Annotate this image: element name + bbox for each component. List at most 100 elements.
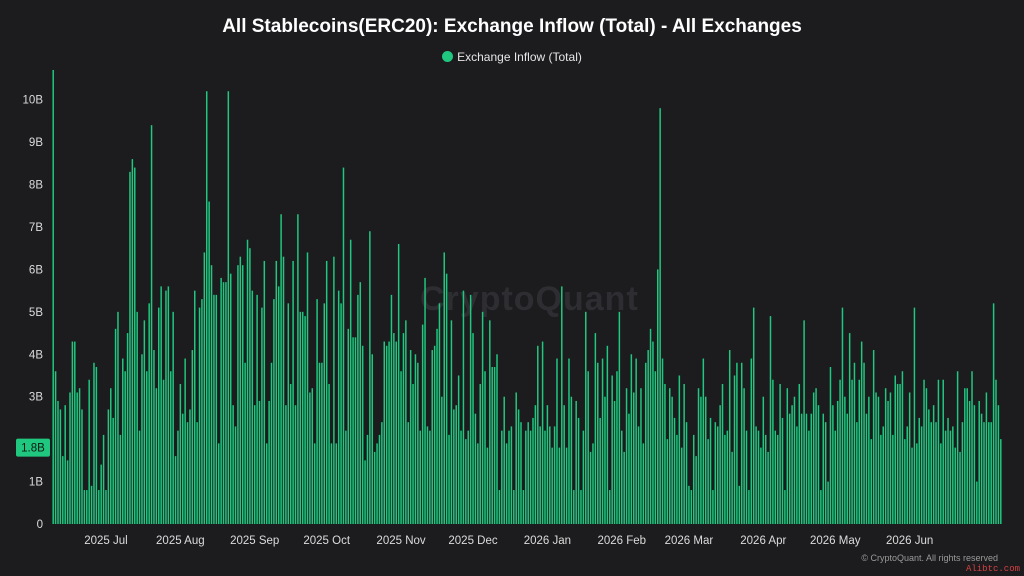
bar[interactable]	[527, 422, 529, 524]
bar[interactable]	[556, 358, 558, 524]
bar[interactable]	[680, 447, 683, 524]
bar[interactable]	[820, 490, 822, 524]
bar[interactable]	[467, 430, 469, 524]
bar[interactable]	[829, 367, 832, 524]
bar[interactable]	[182, 413, 184, 524]
bar[interactable]	[952, 426, 954, 524]
bar[interactable]	[532, 417, 534, 524]
bar[interactable]	[170, 371, 172, 524]
bar[interactable]	[918, 417, 920, 524]
bar[interactable]	[441, 396, 443, 524]
bar[interactable]	[522, 490, 525, 524]
bar[interactable]	[126, 333, 129, 524]
bar[interactable]	[205, 91, 208, 525]
bar[interactable]	[654, 371, 657, 524]
bar[interactable]	[323, 303, 326, 524]
bar[interactable]	[561, 286, 563, 524]
bar[interactable]	[148, 303, 150, 524]
bar[interactable]	[534, 405, 537, 524]
bar[interactable]	[971, 371, 973, 524]
bar[interactable]	[851, 379, 853, 524]
bar[interactable]	[812, 392, 815, 524]
bar[interactable]	[637, 426, 640, 524]
bar[interactable]	[100, 464, 102, 524]
bar[interactable]	[949, 430, 952, 524]
bar[interactable]	[268, 400, 270, 524]
bar[interactable]	[601, 358, 604, 524]
bar[interactable]	[453, 409, 455, 524]
bar[interactable]	[841, 307, 844, 524]
bar[interactable]	[594, 333, 597, 524]
bar[interactable]	[685, 422, 688, 524]
bar[interactable]	[827, 481, 829, 524]
bar[interactable]	[369, 231, 371, 525]
bar[interactable]	[186, 422, 189, 524]
bar[interactable]	[961, 422, 964, 524]
bar[interactable]	[316, 299, 318, 524]
bar[interactable]	[301, 311, 304, 524]
bar[interactable]	[822, 413, 825, 524]
bar[interactable]	[429, 430, 431, 524]
bar[interactable]	[774, 430, 777, 524]
bar[interactable]	[198, 307, 201, 524]
bar[interactable]	[671, 396, 673, 524]
bar[interactable]	[832, 405, 834, 524]
bar[interactable]	[848, 333, 851, 524]
bar[interactable]	[736, 362, 738, 524]
bar[interactable]	[465, 439, 467, 524]
bar[interactable]	[964, 388, 966, 524]
bar[interactable]	[419, 430, 421, 524]
bar[interactable]	[71, 341, 74, 524]
bar[interactable]	[64, 405, 66, 524]
bar[interactable]	[563, 405, 565, 524]
bar[interactable]	[361, 345, 364, 524]
bar[interactable]	[102, 434, 105, 524]
bar[interactable]	[402, 333, 405, 524]
bar[interactable]	[345, 430, 347, 524]
bar[interactable]	[376, 443, 378, 524]
bar[interactable]	[676, 434, 678, 524]
bar[interactable]	[371, 354, 374, 524]
bar[interactable]	[796, 426, 798, 524]
bar[interactable]	[239, 256, 242, 524]
bar[interactable]	[745, 430, 748, 524]
bar[interactable]	[944, 430, 947, 524]
bar[interactable]	[122, 358, 124, 524]
bar[interactable]	[707, 439, 709, 524]
bar[interactable]	[124, 371, 126, 524]
bar[interactable]	[740, 362, 743, 524]
bar[interactable]	[724, 434, 726, 524]
bar[interactable]	[409, 350, 412, 524]
bar[interactable]	[366, 434, 369, 524]
bar[interactable]	[431, 350, 433, 524]
bar[interactable]	[313, 443, 316, 524]
bar[interactable]	[956, 371, 959, 524]
bar[interactable]	[872, 350, 875, 524]
bar[interactable]	[479, 383, 481, 524]
bar[interactable]	[517, 409, 520, 524]
bar[interactable]	[462, 290, 465, 524]
bar[interactable]	[666, 439, 669, 524]
bar[interactable]	[241, 265, 244, 524]
bar[interactable]	[443, 252, 445, 524]
bar[interactable]	[896, 383, 899, 524]
bar[interactable]	[692, 434, 695, 524]
bar[interactable]	[652, 341, 654, 524]
bar[interactable]	[585, 311, 587, 524]
bar[interactable]	[575, 400, 577, 524]
bar[interactable]	[134, 167, 136, 524]
bar[interactable]	[138, 430, 141, 524]
bar[interactable]	[609, 490, 611, 524]
bar[interactable]	[143, 320, 146, 524]
bar[interactable]	[508, 430, 510, 524]
bar[interactable]	[203, 252, 206, 524]
bar[interactable]	[54, 371, 57, 524]
bar[interactable]	[249, 248, 251, 524]
bar[interactable]	[273, 299, 275, 524]
bar[interactable]	[378, 434, 381, 524]
bar[interactable]	[381, 422, 383, 524]
bar[interactable]	[74, 341, 76, 524]
bar[interactable]	[582, 430, 585, 524]
bar[interactable]	[544, 430, 546, 524]
